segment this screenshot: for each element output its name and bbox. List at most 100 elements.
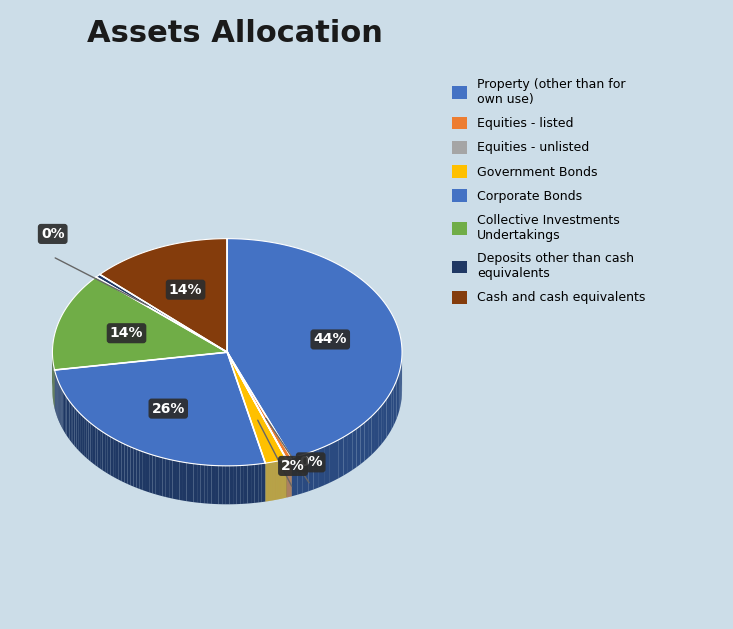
Polygon shape — [78, 411, 80, 452]
Text: 26%: 26% — [152, 401, 185, 416]
Polygon shape — [155, 456, 159, 495]
Polygon shape — [329, 442, 334, 483]
Polygon shape — [186, 463, 190, 502]
Polygon shape — [398, 372, 399, 415]
Polygon shape — [100, 238, 227, 352]
Polygon shape — [133, 448, 136, 488]
Polygon shape — [75, 408, 76, 448]
Polygon shape — [244, 465, 248, 504]
Polygon shape — [197, 464, 201, 503]
Polygon shape — [136, 449, 140, 489]
Polygon shape — [150, 454, 152, 493]
Polygon shape — [113, 438, 116, 478]
Polygon shape — [218, 465, 222, 504]
Text: 14%: 14% — [110, 326, 143, 340]
Polygon shape — [146, 453, 150, 493]
Polygon shape — [54, 352, 265, 466]
Polygon shape — [119, 442, 122, 481]
Polygon shape — [395, 380, 397, 423]
Polygon shape — [130, 447, 133, 487]
Polygon shape — [368, 416, 372, 458]
Polygon shape — [76, 409, 78, 450]
Polygon shape — [169, 459, 172, 499]
Polygon shape — [251, 464, 254, 503]
Polygon shape — [128, 445, 130, 486]
Polygon shape — [208, 465, 211, 504]
Polygon shape — [64, 392, 65, 433]
Polygon shape — [176, 461, 180, 500]
Polygon shape — [400, 365, 401, 407]
Polygon shape — [205, 465, 208, 504]
Polygon shape — [53, 277, 227, 370]
Polygon shape — [194, 464, 197, 503]
Polygon shape — [111, 437, 113, 477]
Polygon shape — [391, 388, 393, 430]
Polygon shape — [386, 395, 389, 437]
Polygon shape — [389, 392, 391, 434]
Polygon shape — [298, 455, 303, 495]
Text: Assets Allocation: Assets Allocation — [86, 19, 383, 48]
Polygon shape — [180, 462, 183, 501]
Polygon shape — [344, 435, 348, 476]
Polygon shape — [91, 423, 93, 464]
Polygon shape — [348, 431, 353, 473]
Polygon shape — [375, 409, 378, 452]
Polygon shape — [314, 449, 319, 489]
Polygon shape — [68, 399, 70, 440]
Polygon shape — [237, 465, 240, 504]
Text: 14%: 14% — [169, 282, 202, 297]
Polygon shape — [248, 465, 251, 504]
Polygon shape — [353, 429, 356, 470]
Polygon shape — [57, 379, 59, 420]
Polygon shape — [159, 457, 163, 496]
Polygon shape — [97, 428, 100, 469]
Polygon shape — [59, 384, 60, 425]
Polygon shape — [324, 445, 329, 486]
Polygon shape — [108, 435, 111, 476]
Polygon shape — [211, 465, 215, 504]
Polygon shape — [384, 399, 386, 441]
Polygon shape — [319, 447, 324, 487]
Polygon shape — [56, 377, 57, 418]
Polygon shape — [303, 453, 309, 493]
Polygon shape — [240, 465, 244, 504]
Polygon shape — [65, 395, 67, 435]
Text: 0%: 0% — [41, 227, 65, 241]
Polygon shape — [183, 462, 186, 501]
Text: 0%: 0% — [299, 455, 323, 469]
Polygon shape — [96, 274, 227, 352]
Polygon shape — [229, 466, 233, 504]
Polygon shape — [190, 463, 194, 502]
Polygon shape — [262, 463, 265, 502]
Polygon shape — [227, 238, 402, 458]
Polygon shape — [152, 455, 155, 494]
Polygon shape — [233, 465, 237, 504]
Polygon shape — [364, 420, 368, 461]
Polygon shape — [215, 465, 218, 504]
Polygon shape — [254, 464, 258, 503]
Polygon shape — [140, 450, 143, 490]
Polygon shape — [381, 403, 384, 445]
Polygon shape — [356, 426, 361, 467]
Polygon shape — [125, 444, 128, 484]
Polygon shape — [309, 451, 314, 491]
Polygon shape — [84, 418, 86, 458]
Polygon shape — [334, 440, 339, 481]
Polygon shape — [226, 466, 229, 504]
Polygon shape — [339, 437, 344, 478]
Polygon shape — [292, 456, 298, 496]
Polygon shape — [70, 401, 71, 442]
Polygon shape — [143, 452, 146, 491]
Polygon shape — [227, 352, 287, 459]
Polygon shape — [258, 464, 262, 503]
Polygon shape — [361, 423, 364, 464]
Polygon shape — [372, 413, 375, 455]
Polygon shape — [86, 420, 89, 460]
Polygon shape — [106, 433, 108, 474]
Polygon shape — [89, 421, 91, 462]
Polygon shape — [227, 352, 292, 459]
Polygon shape — [222, 466, 226, 504]
Polygon shape — [73, 406, 75, 446]
Text: 2%: 2% — [281, 459, 305, 473]
Polygon shape — [172, 460, 176, 499]
